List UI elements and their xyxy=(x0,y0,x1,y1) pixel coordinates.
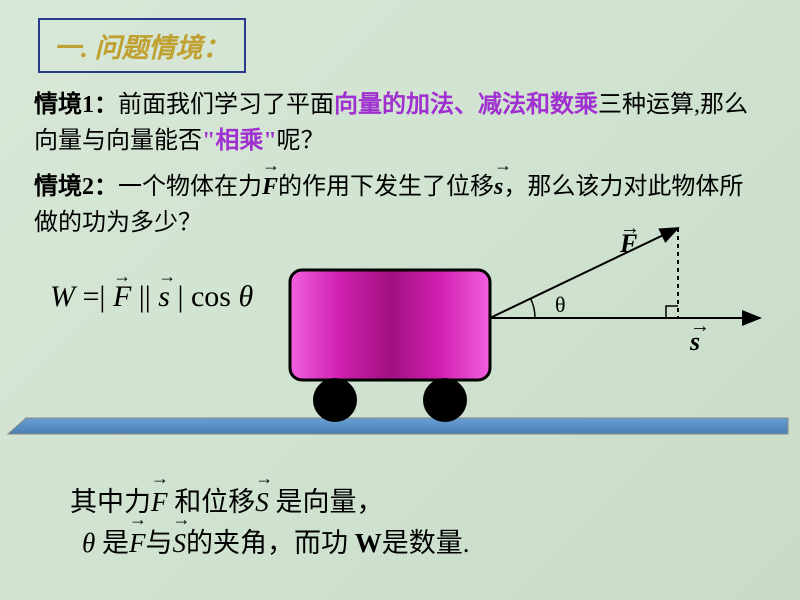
vector-s-inline: →s xyxy=(494,169,503,205)
angle-arc xyxy=(531,299,535,318)
cart-body xyxy=(290,270,490,380)
concl-S-letter: S xyxy=(255,487,269,517)
right-angle-mark xyxy=(666,306,678,318)
F-letter: F xyxy=(262,174,278,200)
vector-F-inline: →F xyxy=(262,169,278,205)
scenario1-label: 情境1： xyxy=(34,92,118,118)
F-vector-label: → F xyxy=(619,220,640,258)
scenario2-label: 情境2： xyxy=(34,174,118,200)
concl-2d: 的夹角，而功 xyxy=(186,528,355,558)
wheel-left xyxy=(313,378,357,422)
concl-S: →S xyxy=(255,482,269,523)
concl-F2-letter: F xyxy=(129,528,146,558)
section-title-box: 一. 问题情境： xyxy=(38,18,246,73)
conclusion-text: 其中力→F 和位移→S 是向量， θ 是→F与→S的夹角，而功 W是数量. xyxy=(70,482,470,563)
svg-text:s: s xyxy=(689,327,700,356)
concl-theta: θ xyxy=(82,528,95,558)
wheel-right xyxy=(423,378,467,422)
s-letter: s xyxy=(494,174,503,200)
scenario-1: 情境1：前面我们学习了平面向量的加法、减法和数乘三种运算,那么向量与向量能否"相… xyxy=(34,87,766,159)
scenario2-text1: 一个物体在力 xyxy=(118,174,262,200)
concl-2c: 与 xyxy=(146,528,173,558)
theta-label: θ xyxy=(555,292,566,317)
section-title: 一. 问题情境： xyxy=(54,33,230,63)
scenario1-text3: 呢？ xyxy=(277,128,325,154)
concl-2e: 是数量. xyxy=(382,528,470,558)
scenario1-highlight2: "相乘" xyxy=(202,128,277,154)
svg-text:F: F xyxy=(619,229,637,258)
concl-W: W xyxy=(355,528,382,558)
scenario1-text1: 前面我们学习了平面 xyxy=(118,92,334,118)
scenario1-highlight1: 向量的加法、减法和数乘 xyxy=(334,92,598,118)
physics-diagram: θ → F → s xyxy=(0,220,800,460)
vector-F-arrow xyxy=(490,228,678,318)
concl-F-letter: F xyxy=(151,487,168,517)
ground-bar xyxy=(8,418,788,434)
s-vector-label: → s xyxy=(689,315,710,356)
scenario2-text2: 的作用下发生了位移 xyxy=(278,174,494,200)
concl-F: →F xyxy=(151,482,168,523)
concl-2b: 是 xyxy=(95,528,129,558)
concl-S2-letter: S xyxy=(173,528,187,558)
concl-F2: →F xyxy=(129,523,146,564)
concl-1c: 是向量， xyxy=(269,487,384,517)
concl-S2: →S xyxy=(173,523,187,564)
